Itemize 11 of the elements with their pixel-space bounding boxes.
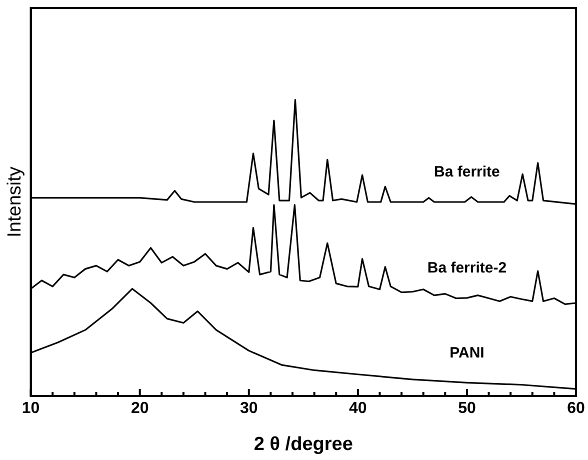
x-tick-label: 50 [458, 400, 476, 418]
y-axis-title: Intensity [4, 166, 26, 238]
x-axis-title: 2 θ /degree [254, 434, 353, 455]
x-tick-label: 60 [567, 400, 585, 418]
x-tick-label: 40 [349, 400, 367, 418]
x-tick-label: 10 [22, 400, 40, 418]
x-tick-label: 20 [130, 400, 149, 418]
series-label: Ba ferrite [434, 164, 500, 181]
series-label: PANI [450, 344, 484, 362]
x-tick-label: 30 [240, 400, 258, 418]
series-label: Ba ferrite-2 [427, 260, 507, 277]
